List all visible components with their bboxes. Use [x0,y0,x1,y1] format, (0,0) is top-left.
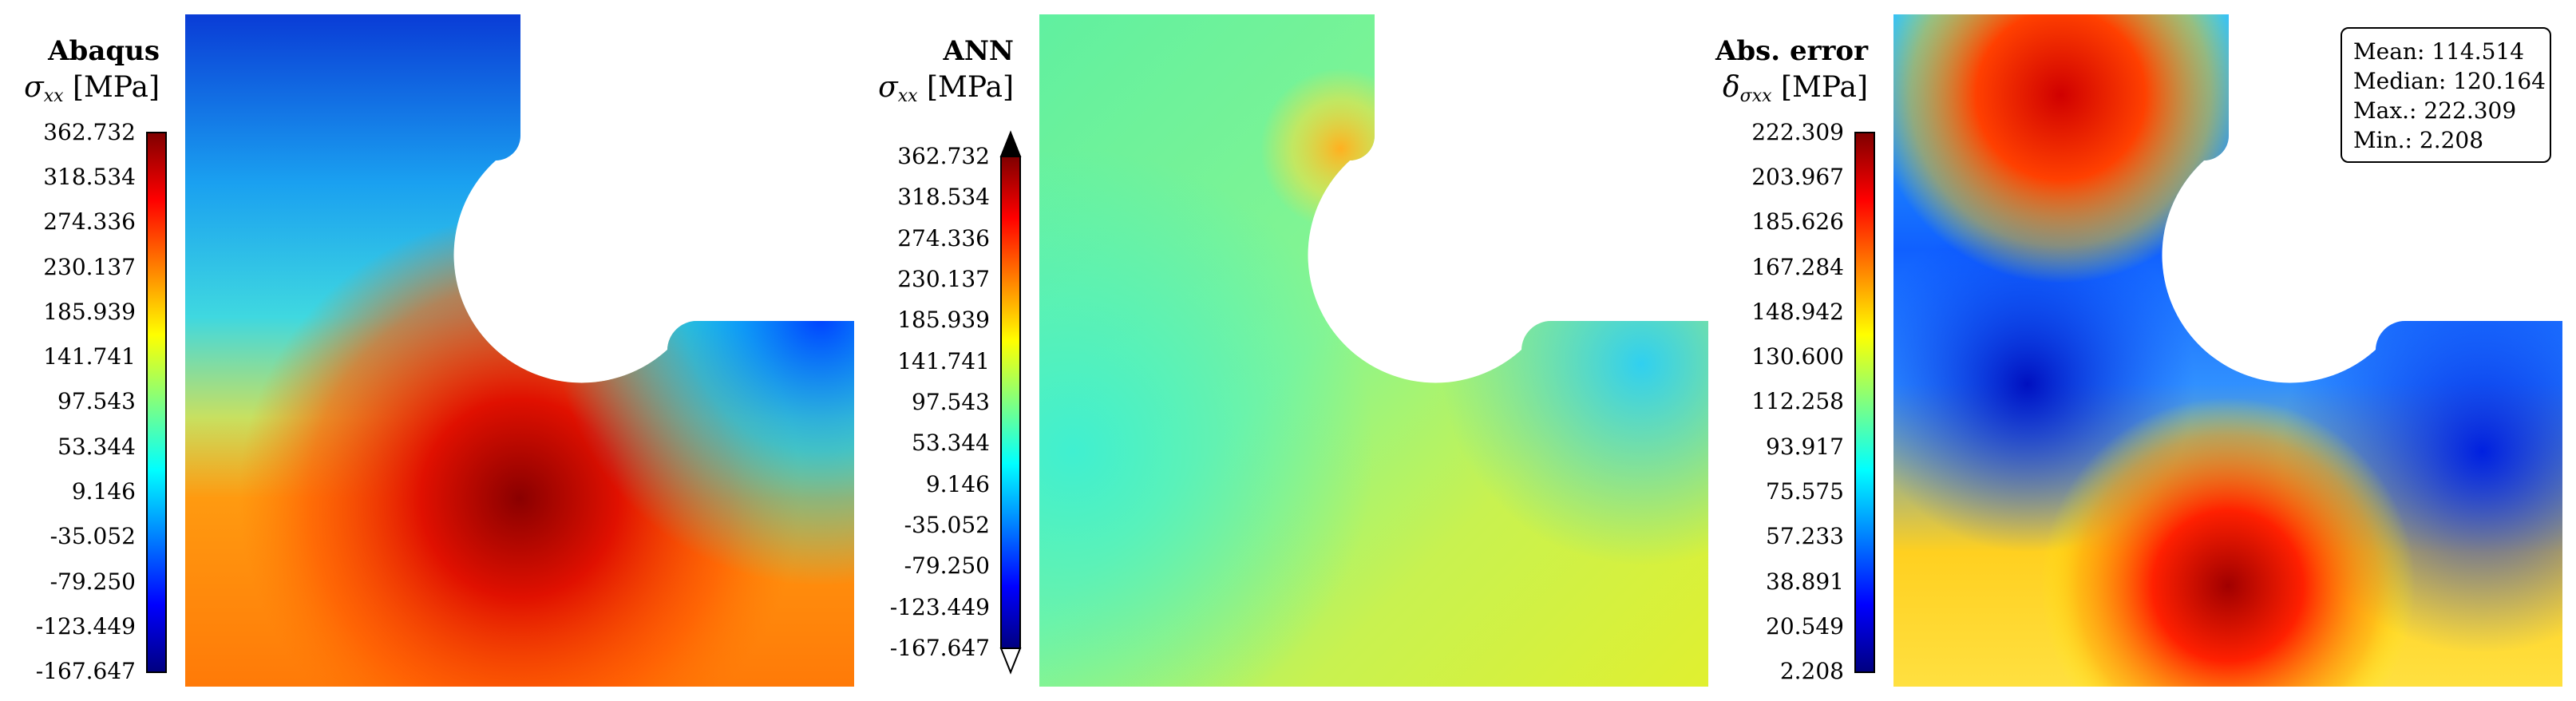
colorbar-abaqus [146,132,167,673]
colorbar-error [1854,132,1875,673]
stats-median: Median: 120.164 [2353,68,2546,94]
colorbar-tick: -79.250 [49,568,136,595]
colorbar-tick: 53.344 [912,430,990,456]
unit-label: [MPa] [926,71,1014,104]
colorbar-tick: 318.534 [43,164,136,190]
colorbar-tick: 93.917 [1766,434,1844,460]
colorbar-tick: -35.052 [904,512,990,538]
contour-plot-abaqus [146,14,854,687]
contour-plot-ann [999,14,1708,687]
colorbar-extend-max [999,130,1022,157]
colorbar-tick: 97.543 [57,388,136,414]
colorbar-tick: -123.449 [889,594,990,620]
colorbar-tick: 203.967 [1751,164,1844,190]
colorbar-tick: 230.137 [43,254,136,280]
colorbar-label: σxx [MPa] [0,72,160,113]
colorbar-tick: 9.146 [925,471,990,497]
colorbar-tick: 148.942 [1751,299,1844,325]
colorbar-tick: 274.336 [897,225,990,251]
colorbar-tick: 185.939 [897,307,990,333]
colorbar-label: σxx [MPa] [838,72,1014,113]
colorbar-tick: 38.891 [1766,568,1844,595]
quantity-symbol: δ [1722,71,1740,104]
panel-title: Abs. error [1715,35,1868,67]
colorbar-tick: -167.647 [35,658,136,684]
colorbar-tick: 97.543 [912,389,990,415]
colorbar-label: δσxx [MPa] [1692,72,1868,113]
colorbar-tick: -167.647 [889,635,990,661]
colorbar-tick: 53.344 [57,434,136,460]
colorbar-tick: 130.600 [1751,343,1844,370]
colorbar-tick: 9.146 [71,478,136,505]
colorbar-tick: -35.052 [49,523,136,549]
quantity-subscript: xx [43,86,64,106]
colorbar-ann [1000,156,1021,649]
stats-max: Max.: 222.309 [2353,97,2517,124]
colorbar-tick: -123.449 [35,613,136,640]
colorbar-tick: 141.741 [897,348,990,374]
colorbar-tick: 2.208 [1779,658,1844,684]
colorbar-tick: 20.549 [1766,613,1844,640]
panel-title: Abaqus [48,35,160,67]
stats-min: Min.: 2.208 [2353,127,2484,153]
colorbar-tick: 222.309 [1751,119,1844,145]
stats-box: Mean: 114.514 Median: 120.164 Max.: 222.… [2341,27,2551,163]
quantity-subscript: σxx [1739,86,1772,106]
unit-label: [MPa] [1780,71,1868,104]
colorbar-tick: 318.534 [897,184,990,210]
colorbar-tick: 185.626 [1751,208,1844,235]
panel-ann: ANN σxx [MPa] 362.732 318.534 274.336 23… [854,0,1708,701]
quantity-symbol: σ [878,71,898,104]
colorbar-tick: 362.732 [43,119,136,145]
quantity-subscript: xx [897,86,918,106]
colorbar-tick: 141.741 [43,343,136,370]
colorbar-tick: 230.137 [897,266,990,292]
colorbar-tick: -79.250 [904,552,990,579]
colorbar-tick: 75.575 [1766,478,1844,505]
colorbar-tick: 112.258 [1751,388,1844,414]
colorbar-tick: 274.336 [43,208,136,235]
colorbar-tick: 167.284 [1751,254,1844,280]
colorbar-tick: 185.939 [43,299,136,325]
stats-mean: Mean: 114.514 [2353,38,2525,65]
panel-title: ANN [943,35,1014,67]
unit-label: [MPa] [72,71,160,104]
colorbar-tick: 362.732 [897,143,990,169]
quantity-symbol: σ [24,71,44,104]
colorbar-tick: 57.233 [1766,523,1844,549]
colorbar-extend-min [999,648,1022,675]
panel-abaqus: Abaqus σxx [MPa] 362.732 318.534 274.336… [0,0,854,701]
